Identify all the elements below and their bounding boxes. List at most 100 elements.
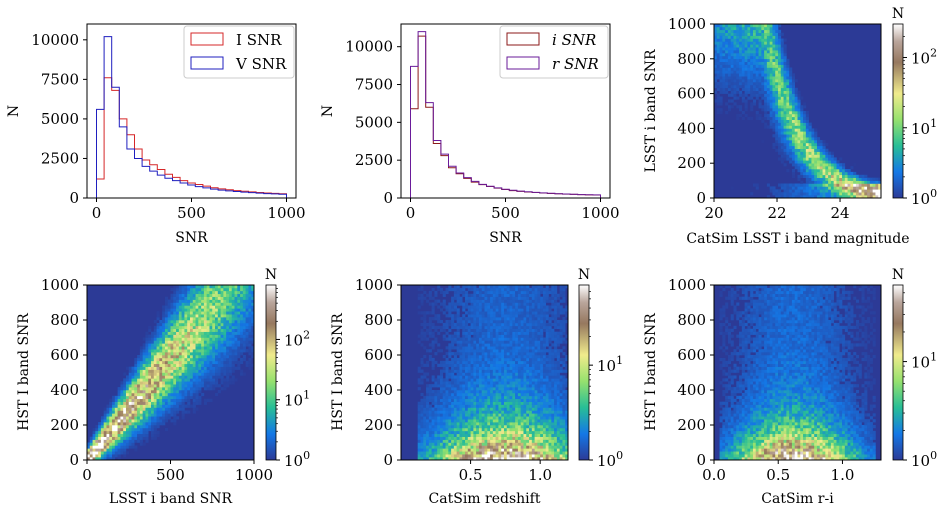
heatmap-cell — [487, 366, 491, 370]
heatmap-cell — [434, 416, 438, 420]
heatmap-cell — [248, 340, 252, 344]
heatmap-cell — [476, 401, 480, 405]
heatmap-cell — [203, 334, 207, 338]
heatmap-cell — [434, 445, 438, 449]
heatmap-cell — [198, 390, 202, 394]
heatmap-cell — [800, 142, 804, 147]
heatmap-cell — [462, 381, 466, 385]
heatmap-cell — [117, 398, 121, 402]
heatmap-cell — [198, 349, 202, 353]
heatmap-cell — [417, 448, 421, 452]
heatmap-cell — [195, 375, 199, 379]
heatmap-cell — [495, 352, 499, 356]
heatmap-cell — [117, 425, 121, 429]
heatmap-cell — [783, 116, 787, 120]
heatmap-cell — [470, 331, 474, 335]
heatmap-cell — [231, 308, 235, 312]
heatmap-cell — [730, 41, 734, 45]
heatmap-cell — [456, 375, 460, 379]
heatmap-cell — [839, 171, 843, 176]
heatmap-cell — [833, 180, 837, 184]
heatmap-cell — [201, 290, 205, 295]
heatmap-cell — [473, 328, 477, 332]
heatmap-cell — [490, 427, 494, 432]
heatmap-cell — [861, 189, 865, 193]
heatmap-cell — [234, 302, 238, 306]
heatmap-cell — [237, 296, 241, 300]
heatmap-cell — [476, 372, 480, 376]
heatmap-cell — [192, 290, 196, 295]
heatmap-cell — [733, 76, 737, 80]
heatmap-cell — [226, 337, 230, 341]
heatmap-cell — [828, 151, 832, 155]
heatmap-cell — [462, 285, 466, 289]
x-tick-label: 500 — [491, 204, 520, 222]
heatmap-cell — [747, 26, 751, 31]
heatmap-cell — [816, 154, 821, 158]
heatmap-cell — [487, 346, 491, 350]
heatmap-cell — [462, 422, 466, 426]
heatmap-cell — [719, 26, 723, 31]
heatmap-cell — [95, 451, 99, 455]
heatmap-cell — [420, 410, 424, 414]
heatmap-cell — [181, 366, 185, 370]
heatmap-cell — [189, 328, 194, 332]
heatmap-cell — [195, 299, 199, 303]
heatmap-cell — [847, 174, 851, 178]
heatmap-cell — [234, 331, 238, 335]
heatmap-cell — [727, 105, 731, 109]
heatmap-cell — [453, 433, 457, 437]
heatmap-cell — [125, 392, 130, 397]
heatmap-cell — [420, 448, 424, 452]
heatmap-cell — [467, 346, 471, 350]
heatmap-cell — [178, 404, 182, 408]
heatmap-cell — [131, 430, 135, 435]
heatmap-cell — [220, 340, 224, 344]
heatmap-cell — [769, 113, 773, 118]
heatmap-cell — [128, 436, 132, 440]
heatmap-cell — [789, 111, 793, 115]
heatmap-cell — [215, 308, 219, 312]
heatmap-cell — [769, 186, 773, 190]
y-tick-label: 10000 — [31, 31, 79, 49]
heatmap-cell — [741, 99, 745, 103]
colorbar-tick-label: 101 — [284, 389, 310, 410]
heatmap-cell — [451, 398, 455, 402]
heatmap-cell — [148, 337, 152, 341]
heatmap-cell — [245, 308, 249, 312]
heatmap-cell — [181, 387, 185, 391]
heatmap-cell — [833, 171, 837, 176]
heatmap-cell — [758, 35, 762, 39]
heatmap-cell — [442, 366, 446, 370]
heatmap-cell — [465, 395, 469, 400]
heatmap-cell — [209, 346, 213, 350]
heatmap-cell — [137, 375, 141, 379]
heatmap-cell — [226, 357, 230, 362]
heatmap-cell — [490, 311, 494, 315]
heatmap-cell — [739, 67, 743, 71]
heatmap-cell — [772, 55, 776, 60]
heatmap-cell — [789, 67, 793, 71]
heatmap-cell — [791, 96, 796, 100]
heatmap-cell — [797, 160, 801, 164]
heatmap-cell — [789, 113, 793, 118]
heatmap-cell — [173, 337, 177, 341]
heatmap-cell — [423, 445, 427, 449]
heatmap-cell — [173, 290, 177, 295]
heatmap-cell — [448, 320, 452, 324]
heatmap-cell — [780, 154, 784, 158]
heatmap-cell — [462, 410, 466, 414]
heatmap-cell — [220, 317, 224, 321]
heatmap-cell — [755, 32, 759, 36]
heatmap-cell — [145, 378, 149, 382]
heatmap-cell — [462, 430, 466, 435]
heatmap-cell — [855, 195, 860, 198]
heatmap-cell — [215, 314, 219, 318]
heatmap-cell — [727, 93, 731, 97]
heatmap-cell — [490, 384, 494, 388]
heatmap-cell — [448, 425, 452, 429]
heatmap-cell — [478, 314, 483, 318]
heatmap-cell — [453, 392, 457, 397]
heatmap-cell — [478, 349, 483, 353]
heatmap-cell — [462, 366, 466, 370]
